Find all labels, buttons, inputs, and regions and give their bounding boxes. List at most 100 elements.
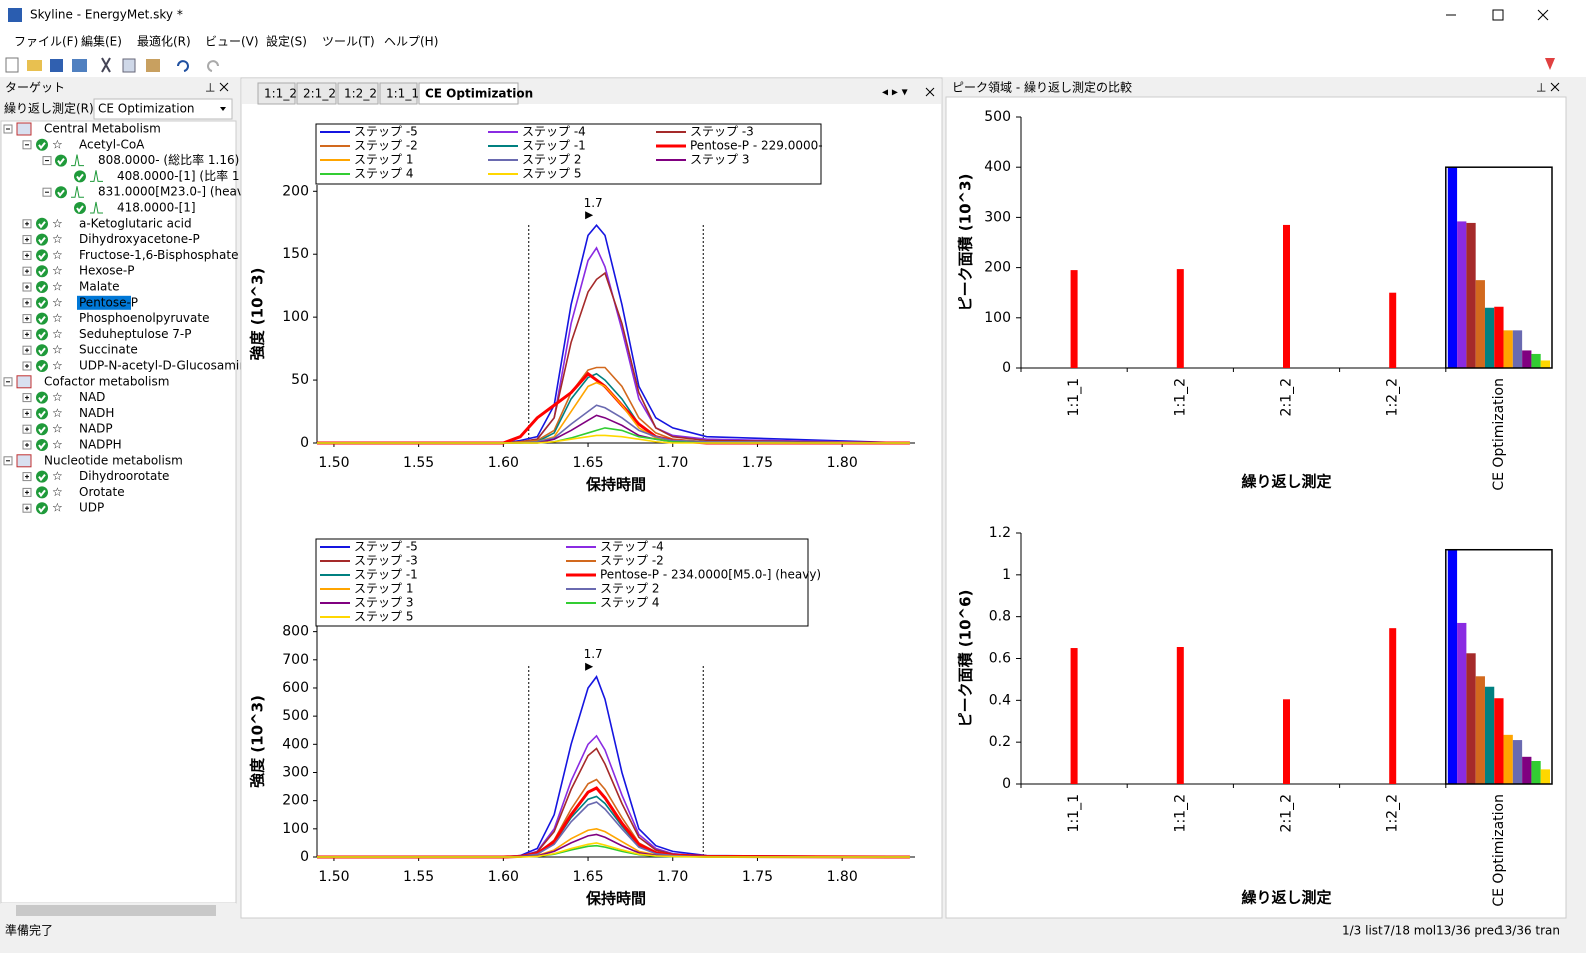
tree-label[interactable]: Dihydroxyacetone-P: [79, 232, 200, 246]
tree-label[interactable]: NADP: [79, 422, 113, 436]
x-tick-label: 1.80: [827, 455, 858, 471]
peak-panel: [945, 96, 1567, 919]
tree-label[interactable]: Cofactor metabolism: [44, 374, 169, 388]
tab-nav[interactable]: ◂ ▸ ▾: [882, 85, 908, 99]
tab[interactable]: [379, 82, 418, 105]
tree-label[interactable]: 418.0000-[1]: [117, 201, 196, 215]
molecule-icon: ☆: [52, 359, 63, 373]
import-icon[interactable]: [72, 59, 87, 72]
molecule-icon: ☆: [52, 137, 63, 151]
tree-label[interactable]: UDP-N-acetyl-D-Glucosamine: [79, 359, 254, 373]
open-icon[interactable]: [27, 60, 42, 71]
x-tick-label: 1.80: [827, 869, 858, 885]
tree-label[interactable]: NADPH: [79, 438, 122, 452]
close-button[interactable]: [1537, 9, 1549, 21]
copy-icon[interactable]: [122, 58, 136, 73]
tree-label[interactable]: Dihydroorotate: [79, 469, 169, 483]
menu-item[interactable]: 最適化(R): [137, 34, 191, 49]
redo-icon[interactable]: [207, 60, 219, 72]
pin-icon[interactable]: ⊥: [1536, 81, 1546, 95]
molecule-icon: ☆: [52, 295, 63, 309]
tree-label[interactable]: Succinate: [79, 343, 138, 357]
tab-label[interactable]: CE Optimization: [425, 87, 533, 101]
bar: [1466, 653, 1476, 784]
scroll-thumb[interactable]: [16, 905, 216, 916]
y-tick-label: 800: [282, 624, 309, 640]
undo-icon[interactable]: [177, 60, 189, 72]
check-icon: [36, 265, 48, 278]
combo-arrow[interactable]: [220, 107, 226, 111]
legend-label: ステップ 2: [522, 153, 581, 167]
tree-label[interactable]: Seduheptulose 7-P: [79, 327, 191, 341]
x-tick-label: 1.75: [742, 455, 773, 471]
tree-label[interactable]: UDP: [79, 501, 104, 515]
tree-label[interactable]: a-Ketoglutaric acid: [79, 216, 192, 230]
peak-arrow: [585, 211, 594, 220]
paste-icon[interactable]: [146, 59, 160, 72]
x-tick-label: CE Optimization: [1491, 794, 1507, 907]
tab-label[interactable]: 2:1_2: [303, 87, 336, 101]
maximize-button[interactable]: [1492, 9, 1504, 21]
menu-item[interactable]: ヘルプ(H): [384, 35, 438, 49]
x-tick-label: 1.70: [657, 869, 688, 885]
check-mark: [38, 315, 46, 324]
tree-label[interactable]: 408.0000-[1] (比率 1.16): [117, 168, 263, 183]
menu-item[interactable]: ファイル(F): [14, 35, 78, 49]
peak-icon: [90, 201, 103, 214]
y-tick-label: 200: [282, 183, 309, 199]
molecule-icon: ☆: [52, 311, 63, 325]
tab[interactable]: [418, 82, 519, 105]
x-tick-label: 1.75: [742, 869, 773, 885]
tree-label[interactable]: NAD: [79, 390, 105, 404]
tree-label[interactable]: Pentose-P: [79, 295, 138, 309]
check-mark: [38, 268, 46, 276]
tree-label[interactable]: 808.0000- (総比率 1.16): [98, 152, 239, 167]
tab-label[interactable]: 1:2_2: [344, 87, 377, 101]
bar: [1389, 628, 1397, 784]
tree-label[interactable]: 831.0000[M23.0-] (heavy): [98, 185, 256, 199]
check-mark: [38, 505, 46, 513]
y-tick-label: 600: [282, 680, 309, 696]
cut-icon[interactable]: [101, 57, 111, 73]
pin-icon[interactable]: ⊥: [205, 81, 215, 95]
tree-label[interactable]: Acetyl-CoA: [79, 137, 145, 151]
check-mark: [38, 394, 46, 403]
tree-label[interactable]: Malate: [79, 280, 119, 294]
save-icon[interactable]: [50, 59, 63, 72]
tree-label[interactable]: Phosphoenolpyruvate: [79, 311, 209, 325]
check-icon: [36, 502, 48, 515]
legend-label: ステップ 5: [354, 610, 413, 624]
menu-item[interactable]: ビュー(V): [205, 35, 259, 49]
tree-label[interactable]: Hexose-P: [79, 264, 134, 278]
tab[interactable]: [257, 82, 296, 105]
menu-item[interactable]: 編集(E): [81, 34, 122, 49]
new-icon[interactable]: [5, 57, 19, 73]
toolbar: [0, 53, 1586, 77]
tab[interactable]: [296, 82, 337, 105]
bar: [1447, 549, 1458, 784]
menu-item[interactable]: ツール(T): [322, 35, 375, 49]
tab-label[interactable]: 1:1_2: [264, 87, 297, 101]
y-tick-label: 0: [1002, 360, 1011, 376]
toolbar-icons: [5, 57, 1555, 73]
peak-close[interactable]: [1550, 82, 1560, 92]
tree-label[interactable]: Central Metabolism: [44, 122, 161, 136]
y-tick-label: 200: [282, 793, 309, 809]
tree-label[interactable]: NADH: [79, 406, 114, 420]
check-icon: [36, 138, 48, 151]
peak-annotation: 1.7: [584, 647, 603, 661]
targets-close[interactable]: [219, 82, 229, 92]
menu-item[interactable]: 設定(S): [266, 34, 307, 49]
check-icon: [36, 328, 48, 341]
tab[interactable]: [337, 82, 379, 105]
tree-label[interactable]: Orotate: [79, 485, 125, 499]
legend: [315, 538, 809, 627]
tree-label[interactable]: Fructose-1,6-Bisphosphate: [79, 248, 238, 262]
tab-close[interactable]: [925, 87, 935, 97]
tree-label[interactable]: Nucleotide metabolism: [44, 453, 183, 467]
y-tick-label: 100: [984, 310, 1011, 326]
tab-label[interactable]: 1:1_1: [386, 87, 419, 101]
replicate-value[interactable]: CE Optimization: [98, 102, 195, 116]
replicate-combo[interactable]: [93, 98, 233, 120]
